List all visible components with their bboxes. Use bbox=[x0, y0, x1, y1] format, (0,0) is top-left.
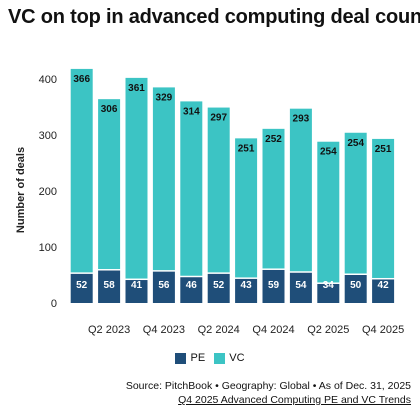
data-label-pe: 54 bbox=[295, 280, 307, 291]
data-label-pe: 43 bbox=[241, 280, 253, 291]
bar-vc bbox=[70, 68, 93, 273]
bar-pe bbox=[125, 280, 148, 303]
x-tick-label: Q2 2023 bbox=[88, 324, 130, 336]
legend-item-pe: PE bbox=[175, 352, 205, 364]
legend-swatch-pe bbox=[175, 352, 187, 364]
bar-pe bbox=[98, 270, 121, 303]
data-label-vc: 251 bbox=[238, 143, 255, 154]
data-label-pe: 50 bbox=[350, 280, 362, 291]
bar-vc bbox=[262, 128, 285, 269]
data-label-pe: 56 bbox=[158, 280, 170, 291]
legend-swatch-vc bbox=[214, 352, 226, 364]
data-label-vc: 297 bbox=[210, 113, 227, 124]
bar-vc bbox=[207, 107, 230, 273]
data-label-pe: 52 bbox=[213, 280, 225, 291]
bar-vc bbox=[372, 138, 395, 278]
bar-vc bbox=[125, 77, 148, 279]
y-tick-label: 0 bbox=[51, 298, 57, 310]
bar-pe bbox=[317, 283, 340, 303]
legend-item-vc: VC bbox=[214, 352, 245, 364]
legend: PE VC bbox=[0, 352, 420, 367]
x-tick-label: Q4 2023 bbox=[143, 324, 185, 336]
data-label-vc: 254 bbox=[320, 147, 337, 158]
y-tick-label: 200 bbox=[39, 186, 57, 198]
bar-pe bbox=[180, 277, 203, 303]
data-label-pe: 34 bbox=[323, 280, 335, 291]
data-label-pe: 58 bbox=[104, 280, 116, 291]
x-axis: Q2 2023 Q4 2023 Q2 2024 Q4 2024 Q2 2025 Q4 20… bbox=[88, 324, 404, 336]
bar-pe bbox=[235, 278, 258, 303]
y-tick-label: 100 bbox=[39, 242, 57, 254]
y-tick-label: 400 bbox=[39, 74, 57, 86]
y-axis-label: Number of deals bbox=[15, 147, 27, 233]
data-label-vc: 251 bbox=[375, 144, 392, 155]
bar-pe bbox=[344, 275, 367, 303]
bar-vc bbox=[317, 141, 340, 283]
x-tick-label: Q4 2025 bbox=[362, 324, 404, 336]
data-label-pe: 42 bbox=[378, 280, 390, 291]
legend-label-pe: PE bbox=[190, 352, 206, 364]
report-link[interactable]: Q4 2025 Advanced Computing PE and VC Tre… bbox=[178, 394, 411, 406]
data-label-vc: 361 bbox=[128, 83, 145, 94]
bar-pe bbox=[262, 269, 285, 303]
bar-vc bbox=[235, 138, 258, 278]
bar-vc bbox=[180, 101, 203, 276]
data-label-vc: 293 bbox=[293, 114, 310, 125]
data-label-vc: 252 bbox=[265, 134, 282, 145]
bar-pe bbox=[152, 271, 175, 303]
bar-pe bbox=[70, 273, 93, 303]
data-label-pe: 46 bbox=[186, 280, 198, 291]
data-label-pe: 52 bbox=[76, 280, 88, 291]
bars: 52 366 58 306 41 361 56 329 46 314 52 297 43 251 59 252… bbox=[70, 68, 395, 303]
x-tick-label: Q2 2025 bbox=[307, 324, 349, 336]
data-label-pe: 59 bbox=[268, 280, 280, 291]
bar-vc bbox=[152, 87, 175, 271]
data-label-vc: 329 bbox=[156, 92, 173, 103]
y-axis: 0 100 200 300 400 bbox=[39, 74, 57, 310]
bar-vc bbox=[344, 132, 367, 274]
data-label-vc: 366 bbox=[73, 74, 90, 85]
bar-pe bbox=[207, 273, 230, 303]
data-label-vc: 306 bbox=[101, 104, 118, 115]
data-label-vc: 254 bbox=[347, 138, 364, 149]
bar-pe bbox=[289, 272, 312, 303]
x-tick-label: Q4 2024 bbox=[252, 324, 294, 336]
data-label-vc: 314 bbox=[183, 106, 200, 117]
legend-label-vc: VC bbox=[229, 352, 245, 364]
bar-pe bbox=[372, 279, 395, 303]
bar-vc bbox=[289, 108, 312, 272]
data-label-pe: 41 bbox=[131, 280, 143, 291]
chart-title: VC on top in advanced computing deal cou… bbox=[8, 6, 420, 28]
x-tick-label: Q2 2024 bbox=[198, 324, 240, 336]
bar-vc bbox=[98, 99, 121, 270]
source-note: Source: PitchBook • Geography: Global • … bbox=[125, 380, 411, 392]
y-tick-label: 300 bbox=[39, 130, 57, 142]
